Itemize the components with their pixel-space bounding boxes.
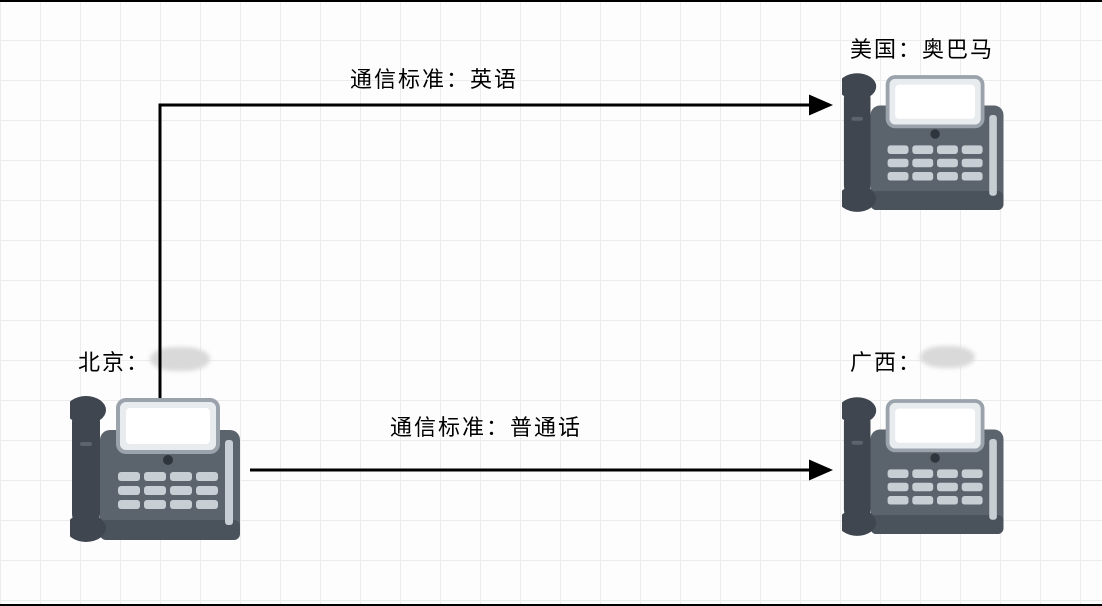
phone-guangxi bbox=[842, 382, 1013, 544]
edge-to-usa bbox=[160, 105, 830, 470]
phone-beijing bbox=[70, 380, 250, 550]
phone-usa bbox=[842, 58, 1013, 220]
